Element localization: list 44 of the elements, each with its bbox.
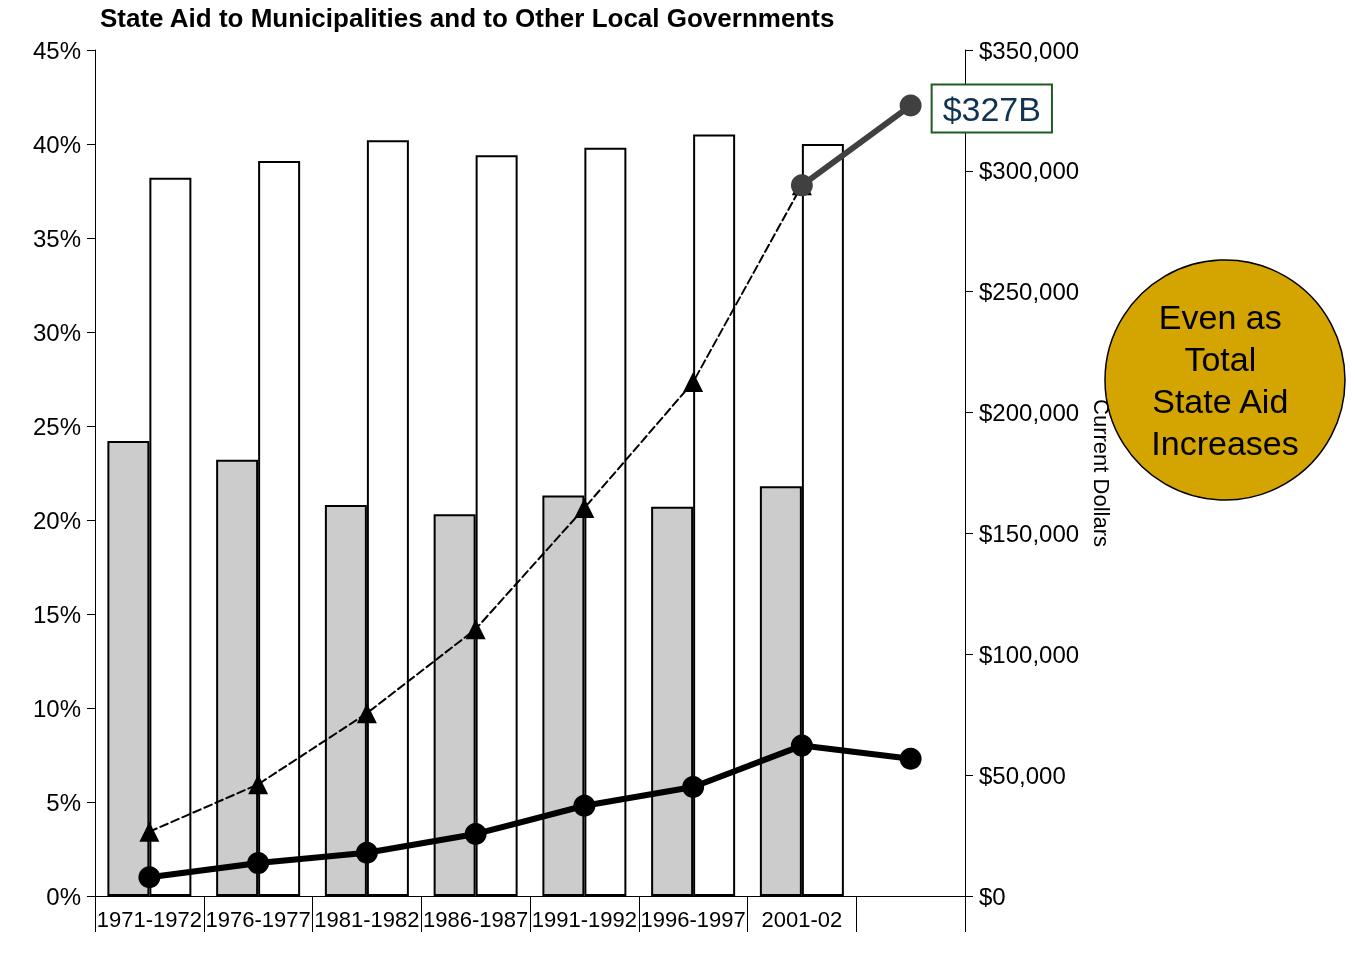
point [682, 775, 705, 798]
y-tick-label: 20% [32, 506, 81, 534]
point [356, 703, 377, 724]
y2-tick-label: $150,000 [979, 519, 1080, 547]
y-tick-label: 15% [32, 600, 81, 628]
point [899, 94, 922, 117]
point [573, 794, 596, 817]
chart-title: State Aid to Municipalities and to Other Local Governments [100, 3, 835, 33]
point [790, 734, 813, 757]
y2-tick-label: $200,000 [979, 399, 1080, 427]
y-tick-label: 25% [32, 412, 81, 440]
x-tick-label: 2001-02 [761, 906, 843, 932]
point [139, 821, 160, 842]
y-tick-label: 10% [32, 694, 81, 722]
point [899, 747, 922, 770]
y2-axis-title: Current Dollars [1088, 399, 1114, 547]
point [574, 498, 595, 519]
point [138, 866, 161, 889]
point [355, 841, 378, 864]
y2-tick-label: $50,000 [979, 761, 1066, 789]
y-tick-label: 5% [46, 788, 81, 816]
annotation: $327B [942, 89, 1041, 128]
y-tick-label: 40% [32, 130, 81, 158]
x-tick-label: 1996-1997 [640, 906, 746, 932]
x-tick-label: 1991-1992 [531, 906, 637, 932]
y-tick-label: 35% [32, 224, 81, 252]
point [248, 774, 269, 795]
y-tick-label: 30% [32, 318, 81, 346]
y2-tick-label: $100,000 [979, 640, 1080, 668]
y2-tick-label: $350,000 [979, 36, 1080, 64]
point [683, 372, 704, 393]
y2-tick-label: $300,000 [979, 157, 1080, 185]
text: Even as Total State Aid Increases [1151, 298, 1299, 462]
point [464, 822, 487, 845]
y2-tick-label: $0 [979, 882, 1006, 910]
x-tick-label: 1986-1987 [423, 906, 529, 932]
y2-tick-label: $250,000 [979, 278, 1080, 306]
x-tick-label: 1976-1977 [205, 906, 311, 932]
point [247, 852, 270, 875]
x-tick-label: 1981-1982 [314, 906, 420, 932]
y-tick-label: 0% [46, 882, 81, 910]
y-tick-label: 45% [32, 36, 81, 64]
x-tick-label: 1971-1972 [96, 906, 202, 932]
point [465, 619, 486, 640]
